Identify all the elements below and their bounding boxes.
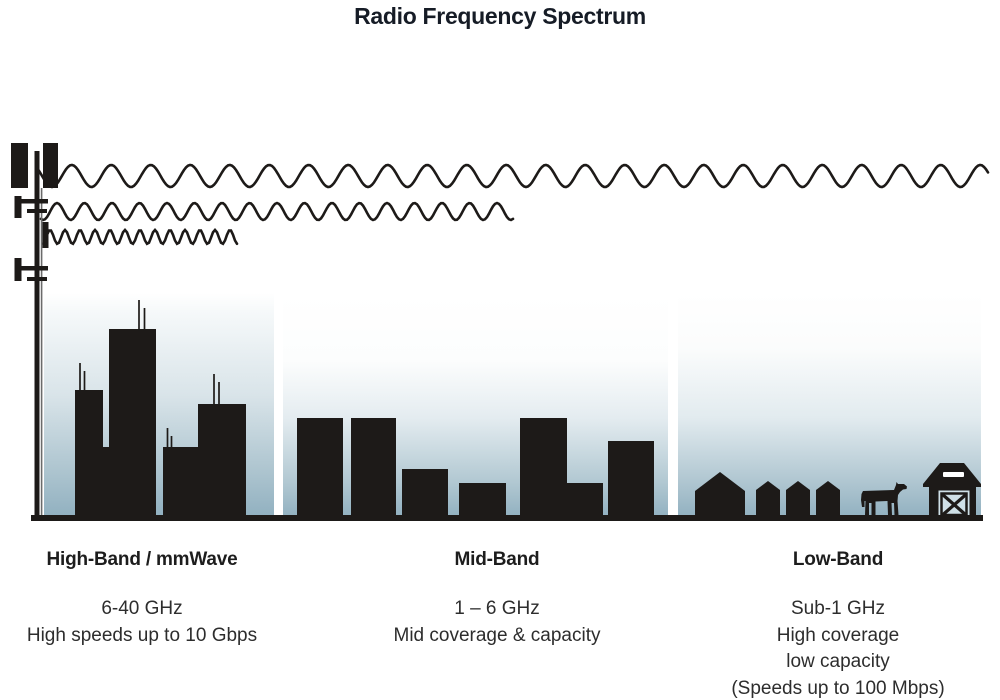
mid-building-7 xyxy=(608,441,654,516)
low-band-heading: Low-Band xyxy=(792,549,884,570)
mid-band-medium-wave-icon xyxy=(39,201,515,222)
tower-crossarm-1-lower xyxy=(27,209,47,213)
high-building-2 xyxy=(103,447,109,516)
mid-building-5 xyxy=(520,418,567,516)
mid-building-6 xyxy=(567,483,603,516)
low-band-speed: (Speeds up to 100 Mbps) xyxy=(731,677,945,699)
barn-door-cross-2 xyxy=(941,493,968,517)
barn-icon xyxy=(923,463,981,517)
low-band-long-wave-icon xyxy=(36,163,990,189)
tower-antenna-panel-1 xyxy=(11,143,28,188)
page-title: Radio Frequency Spectrum xyxy=(354,3,646,29)
mid-building-3 xyxy=(402,469,448,516)
cell-tower-icon xyxy=(11,143,58,521)
high-building-3 xyxy=(109,329,156,516)
mid-band-label: Mid-Band 1 – 6 GHz Mid coverage & capaci… xyxy=(347,549,647,649)
house-icon xyxy=(756,481,780,516)
mid-building-2 xyxy=(351,418,396,516)
low-band-capacity: low capacity xyxy=(786,651,890,673)
barn-loft-vent xyxy=(943,472,964,477)
tower-crossarm-1 xyxy=(15,199,48,204)
low-band-coverage: High coverage xyxy=(776,624,900,646)
spectrum-illustration xyxy=(11,143,990,521)
cow-icon xyxy=(861,482,907,515)
tower-pole-guide xyxy=(40,188,43,515)
high-building-5 xyxy=(198,404,246,516)
house-icon xyxy=(816,481,840,516)
radio-waves xyxy=(36,163,990,246)
high-band-description: High speeds up to 10 Gbps xyxy=(26,624,258,646)
high-band-frequency: 6-40 GHz xyxy=(101,598,183,619)
house-icon xyxy=(695,472,745,516)
low-band-frequency: Sub-1 GHz xyxy=(791,598,885,619)
mid-building-1 xyxy=(297,418,343,516)
tower-pole xyxy=(34,151,40,521)
high-band-short-wave-icon xyxy=(41,228,239,246)
low-band-label: Low-Band Sub-1 GHz High coverage low cap… xyxy=(688,549,988,700)
tower-crossarm-2 xyxy=(15,266,48,271)
mid-band-sky-background xyxy=(283,293,668,520)
tower-antenna-panel-2 xyxy=(43,143,58,188)
tower-small-antenna xyxy=(42,222,49,248)
mid-band-scene xyxy=(297,418,654,516)
house-icon xyxy=(786,481,810,516)
mid-building-4 xyxy=(459,483,506,516)
mid-band-heading: Mid-Band xyxy=(454,549,540,570)
high-building-4 xyxy=(163,447,198,516)
tower-side-panel-2 xyxy=(14,258,22,281)
tower-crossarm-2-lower xyxy=(27,277,47,281)
high-building-1 xyxy=(75,390,103,516)
mid-band-frequency: 1 – 6 GHz xyxy=(454,598,540,619)
high-band-heading: High-Band / mmWave xyxy=(46,549,238,570)
high-band-label: High-Band / mmWave 6-40 GHz High speeds … xyxy=(0,549,292,649)
tower-side-panel-1 xyxy=(14,196,22,218)
ground-line xyxy=(31,515,983,521)
low-band-scene xyxy=(695,463,981,517)
high-band-scene xyxy=(75,300,246,516)
mid-band-description: Mid coverage & capacity xyxy=(393,624,601,646)
